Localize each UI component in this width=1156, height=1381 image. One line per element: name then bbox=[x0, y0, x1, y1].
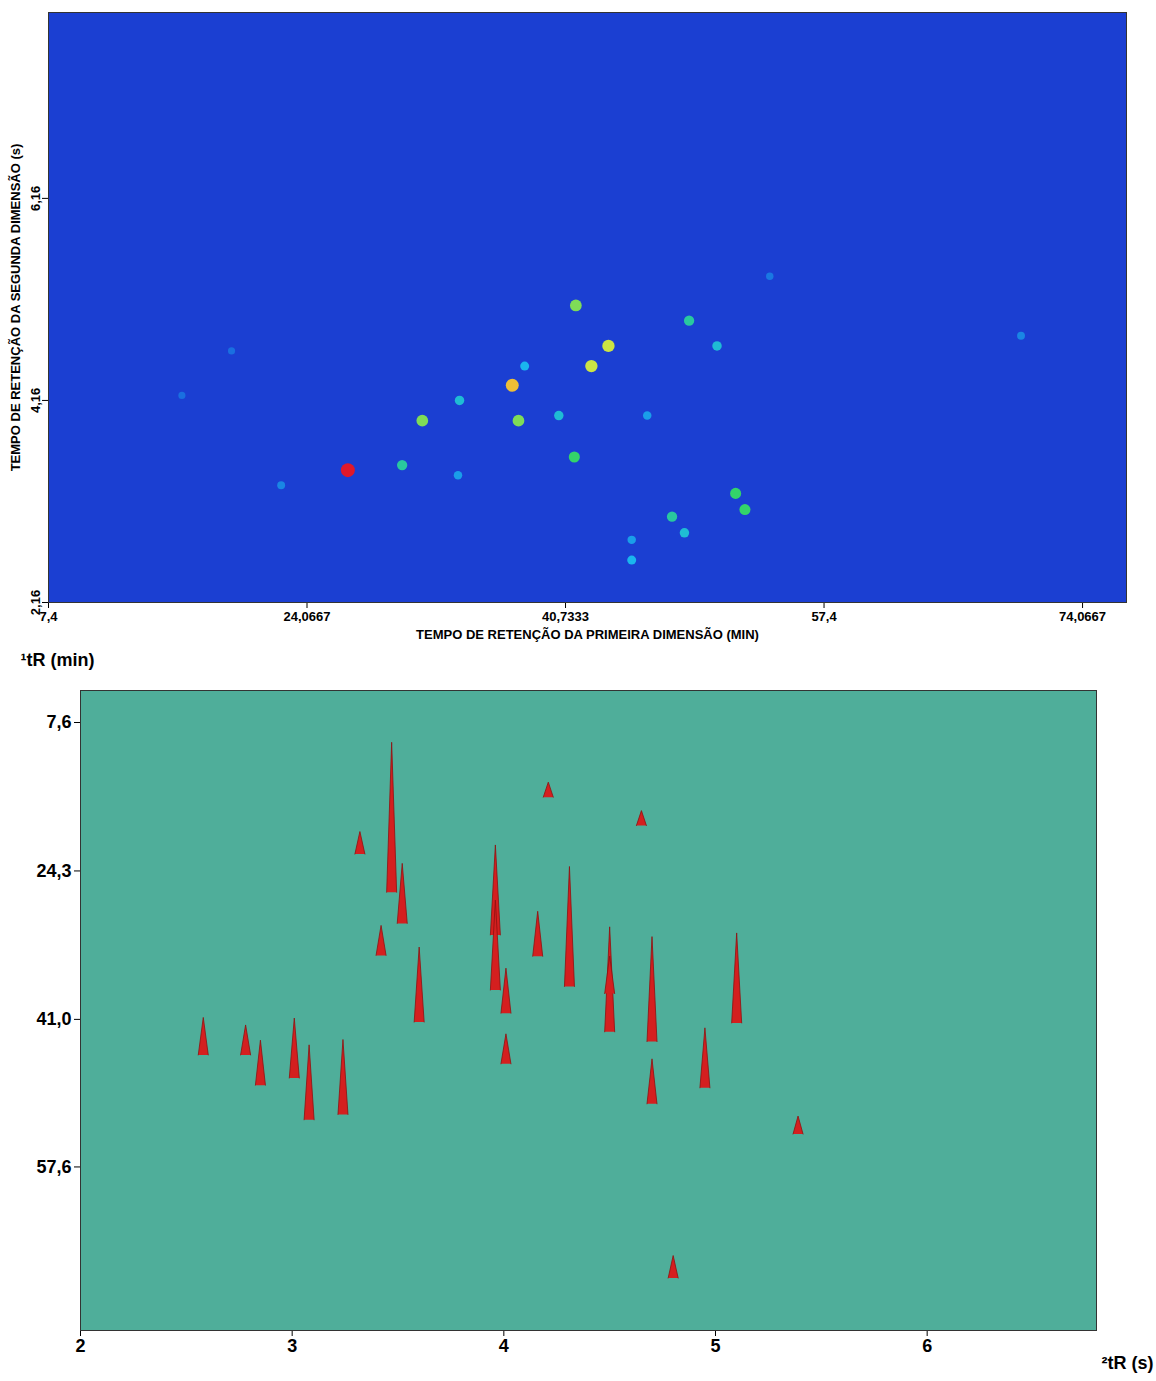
svg-text:TEMPO DE RETENÇÃO DA PRIMEIRA: TEMPO DE RETENÇÃO DA PRIMEIRA DIMENSÃO (… bbox=[416, 627, 759, 642]
svg-text:24,0667: 24,0667 bbox=[284, 609, 331, 624]
svg-text:3: 3 bbox=[287, 1336, 297, 1356]
svg-text:7,6: 7,6 bbox=[46, 712, 71, 732]
svg-text:4: 4 bbox=[499, 1336, 509, 1356]
svg-text:6,16: 6,16 bbox=[28, 186, 43, 211]
svg-text:40,7333: 40,7333 bbox=[542, 609, 589, 624]
svg-text:24,3: 24,3 bbox=[36, 861, 71, 881]
svg-text:41,0: 41,0 bbox=[36, 1009, 71, 1029]
svg-text:4,16: 4,16 bbox=[28, 388, 43, 413]
svg-text:7,4: 7,4 bbox=[39, 609, 58, 624]
svg-text:57,6: 57,6 bbox=[36, 1157, 71, 1177]
svg-text:57,4: 57,4 bbox=[811, 609, 837, 624]
svg-text:6: 6 bbox=[922, 1336, 932, 1356]
svg-text:74,0667: 74,0667 bbox=[1059, 609, 1106, 624]
svg-text:2,16: 2,16 bbox=[27, 589, 43, 616]
svg-text:²tR (s): ²tR (s) bbox=[1102, 1353, 1154, 1373]
svg-text:5: 5 bbox=[710, 1336, 720, 1356]
svg-text:TEMPO DE RETENÇÃO DA SEGUNDA D: TEMPO DE RETENÇÃO DA SEGUNDA DIMENSÃO (s… bbox=[8, 144, 23, 472]
svg-text:¹tR (min): ¹tR (min) bbox=[21, 650, 95, 670]
svg-text:2: 2 bbox=[75, 1336, 85, 1356]
